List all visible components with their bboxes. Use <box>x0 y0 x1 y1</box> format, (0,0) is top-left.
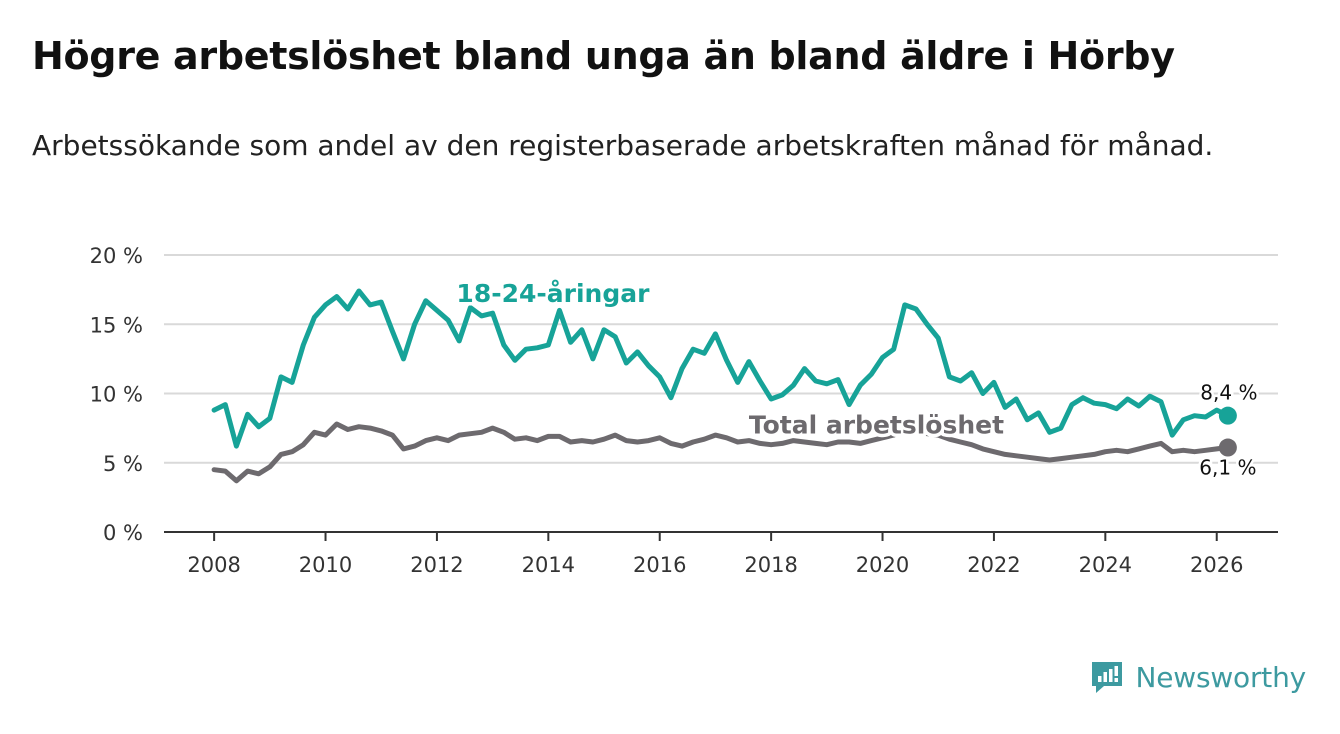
chart-subtitle: Arbetssökande som andel av den registerb… <box>32 129 1214 162</box>
series-end-label-total: 6,1 % <box>1199 456 1256 480</box>
series-line-youth <box>211 288 1231 449</box>
y-tick-label: 20 % <box>90 244 143 268</box>
newsworthy-logo-icon <box>1091 662 1122 693</box>
series-label-youth: 18-24-åringar <box>456 279 650 308</box>
chart-title: Högre arbetslöshet bland unga än bland ä… <box>32 34 1175 78</box>
x-tick-label: 2014 <box>522 553 575 577</box>
x-tick-label: 2008 <box>187 553 240 577</box>
brand-logo: Newsworthy <box>1090 660 1307 694</box>
series-end-label-youth: 8,4 % <box>1200 381 1257 405</box>
x-tick-label: 2020 <box>856 553 909 577</box>
series-end-dot-total <box>1218 438 1237 457</box>
x-tick-label: 2026 <box>1190 553 1243 577</box>
y-tick-label: 15 % <box>90 313 143 337</box>
x-tick-label: 2012 <box>410 553 463 577</box>
y-tick-label: 10 % <box>90 383 143 407</box>
y-tick-label: 0 % <box>103 521 143 545</box>
x-tick-label: 2018 <box>744 553 797 577</box>
x-tick-label: 2024 <box>1079 553 1132 577</box>
series-line-total <box>211 421 1231 484</box>
gridlines <box>164 254 1278 464</box>
x-axis-ticks: 2008 2010 2012 2014 2016 2018 2020 2022 2024 2026 <box>187 532 1243 577</box>
brand-name: Newsworthy <box>1135 660 1307 694</box>
x-tick-label: 2016 <box>633 553 686 577</box>
x-tick-label: 2010 <box>299 553 352 577</box>
x-tick-label: 2022 <box>967 553 1020 577</box>
y-axis-ticks: 0 % 5 % 10 % 15 % 20 % <box>90 244 143 545</box>
series-label-total: Total arbetslöshet <box>749 411 1004 440</box>
y-tick-label: 5 % <box>103 452 143 476</box>
series-end-dot-youth <box>1218 406 1237 425</box>
